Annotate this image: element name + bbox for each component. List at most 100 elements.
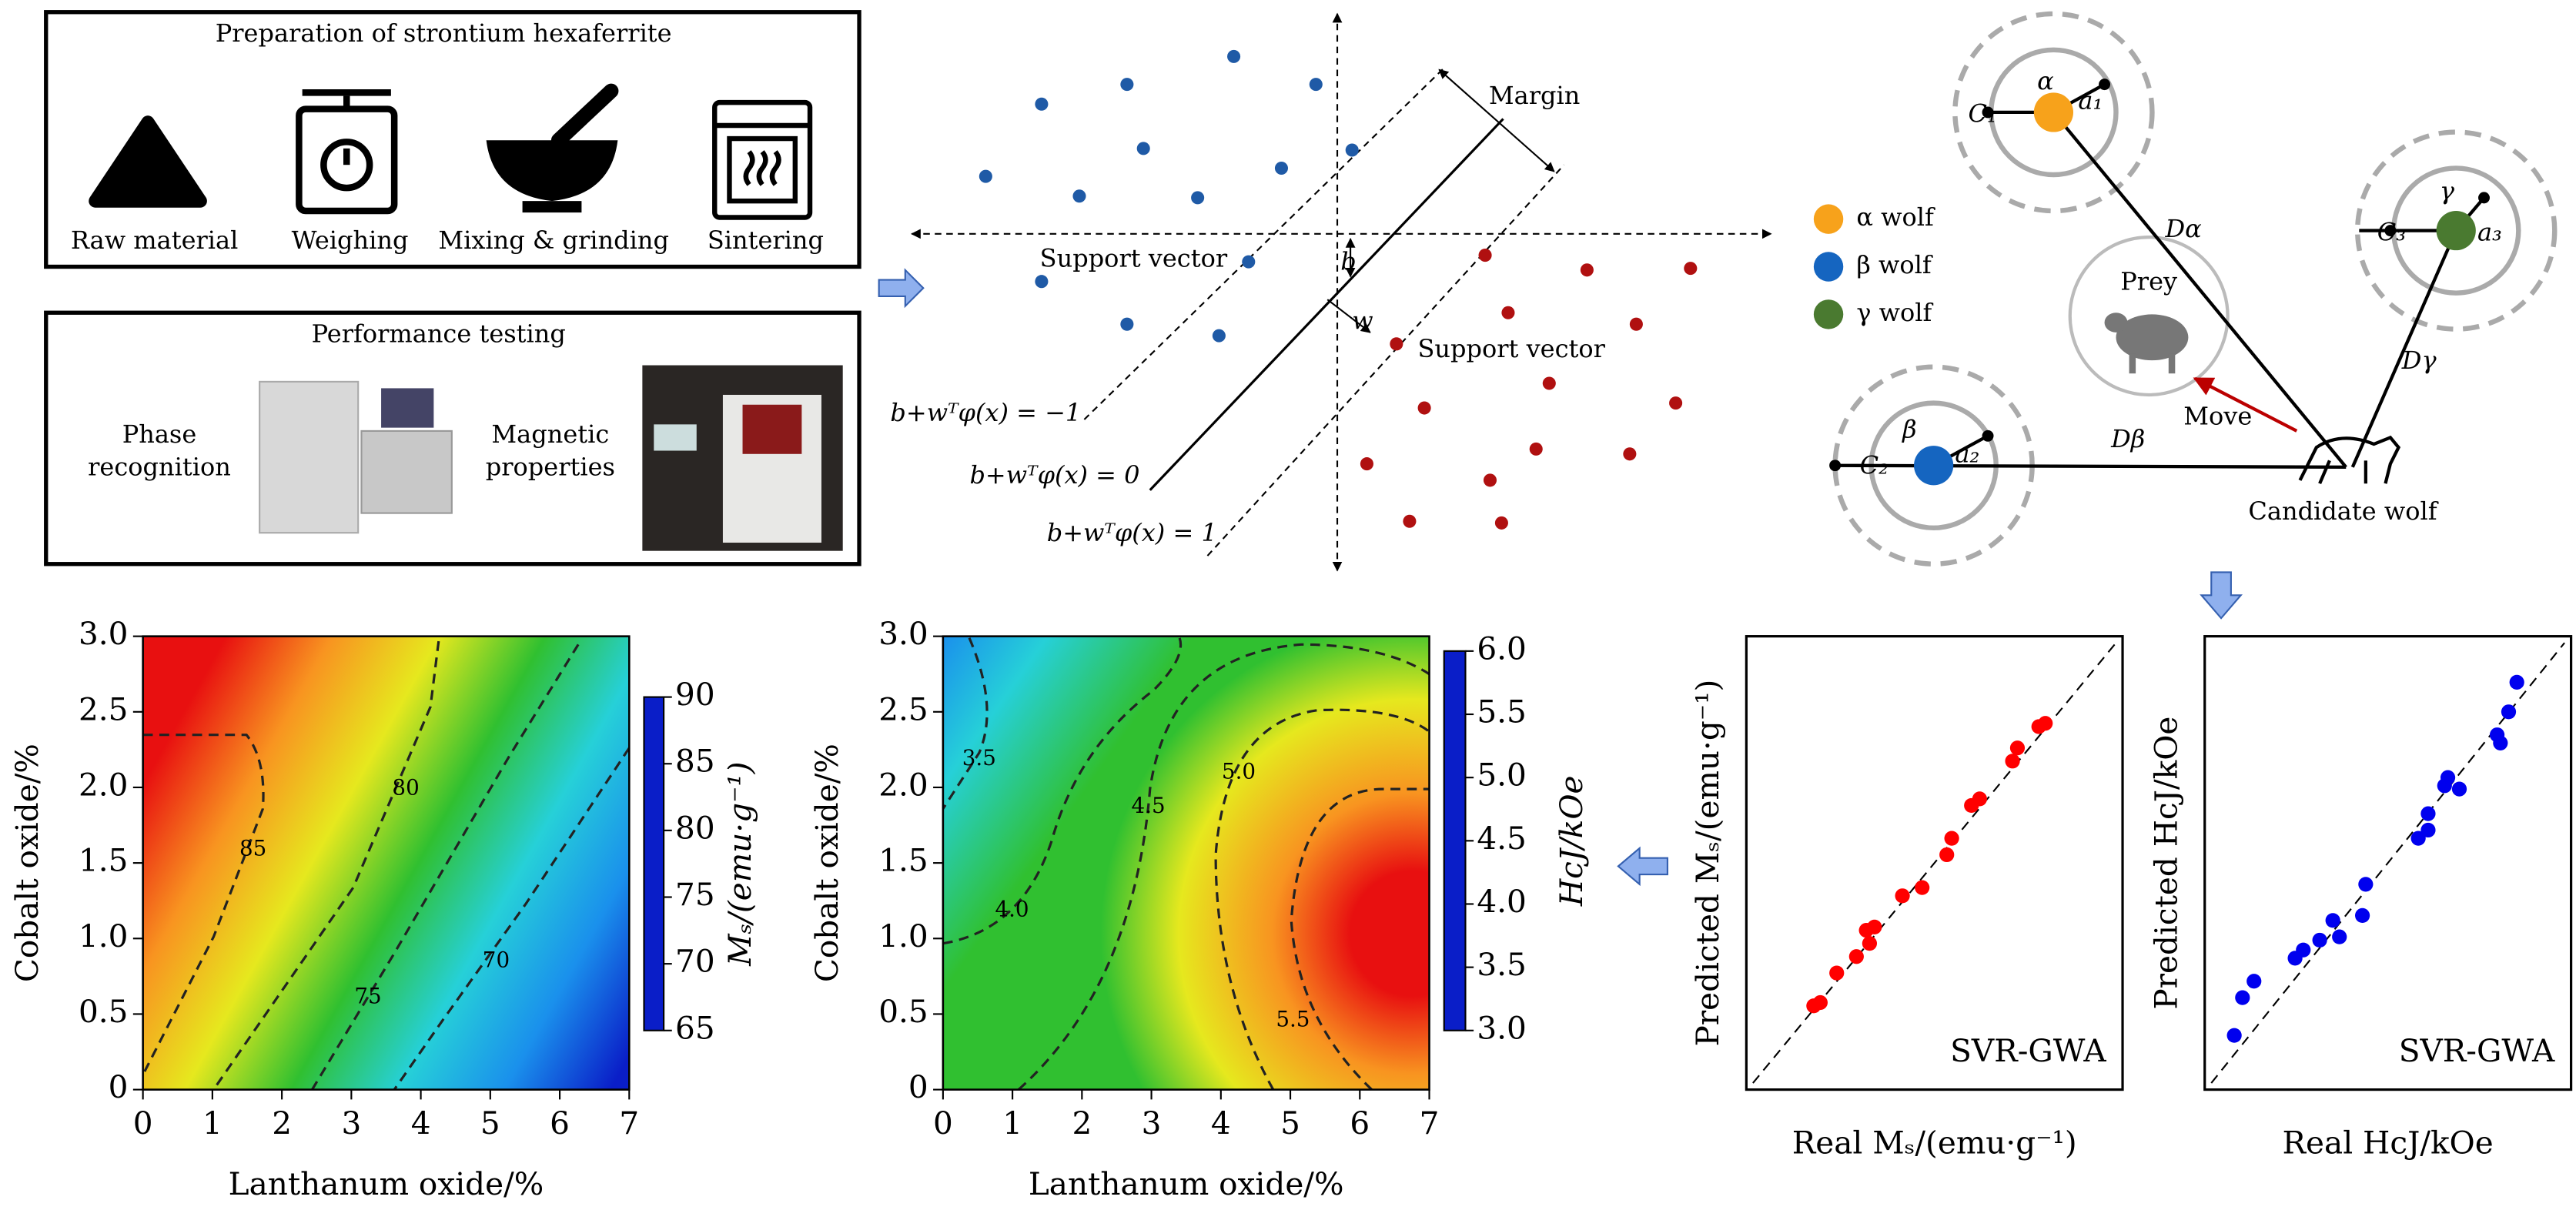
class-b-point — [1417, 401, 1431, 415]
margin-arrow — [1438, 69, 1555, 172]
x-axis-label: Lanthanum oxide/% — [229, 1165, 544, 1202]
y-axis-label: Predicted HcJ/kOe — [2147, 717, 2184, 1010]
oven-icon — [712, 99, 813, 220]
scatter-point — [1895, 888, 1910, 904]
x-tick-label: 0 — [133, 1105, 153, 1141]
x-tick-label: 7 — [619, 1105, 639, 1141]
scatter-point — [2440, 770, 2456, 785]
magnetometer-photo — [642, 365, 843, 551]
item-label: recognition — [88, 452, 231, 481]
scatter-point — [1862, 936, 1878, 951]
contour-line — [212, 640, 440, 1091]
margin-line — [1206, 164, 1565, 557]
wolf-label: C₁ — [1968, 99, 1996, 129]
colorbar-tick-label: 5.5 — [1477, 694, 1526, 730]
wolf-label: C₂ — [1860, 450, 1889, 480]
contour-label: 80 — [392, 775, 419, 801]
y-axis-label: Predicted Mₛ/(emu·g⁻¹) — [1689, 680, 1726, 1047]
x-tick-label: 7 — [1420, 1105, 1440, 1141]
contour-label: 5.5 — [1276, 1006, 1310, 1031]
class-a-point — [1242, 255, 1256, 269]
scatter-point — [1812, 994, 1828, 1011]
colorbar-tick-label: 3.0 — [1477, 1009, 1526, 1046]
x-axis-label: Lanthanum oxide/% — [1029, 1165, 1344, 1202]
contour-line — [942, 637, 989, 810]
step-label: Weighing — [292, 226, 409, 255]
contour-label: 4.5 — [1132, 793, 1166, 818]
prey-label: Prey — [2120, 266, 2177, 296]
class-b-point — [1629, 317, 1643, 331]
y-axis-label: Cobalt oxide/% — [808, 744, 845, 982]
scatter-point — [2509, 674, 2524, 690]
distance-label: Dγ — [2401, 346, 2437, 375]
scatter-point — [1939, 847, 1955, 863]
preparation-panel: Preparation of strontium hexaferrite Raw… — [44, 10, 861, 269]
b-label: b — [1340, 247, 1356, 276]
raw-material-icon — [89, 115, 207, 208]
reference-line — [2210, 642, 2565, 1084]
scale-icon — [296, 89, 398, 215]
scatter-point — [2226, 1028, 2242, 1043]
annotation: SVR-GWA — [1950, 1032, 2106, 1069]
class-b-point — [1390, 337, 1403, 351]
svm-diagram: Margin Support vector Support vector b w… — [890, 12, 1772, 572]
xrd-machine-photo — [259, 380, 453, 534]
contour-line — [942, 637, 1183, 945]
y-tick-label: 2.5 — [878, 690, 928, 727]
legend-label: α wolf — [1856, 202, 1935, 232]
scatter-point — [2296, 942, 2311, 958]
scatter-point — [2332, 929, 2347, 944]
x-tick-label: 2 — [272, 1105, 292, 1141]
class-a-point — [1136, 142, 1150, 155]
class-b-point — [1669, 396, 1683, 410]
colorbar-tick-label: 80 — [675, 809, 715, 846]
colorbar — [1443, 650, 1467, 1031]
contour-label: 3.5 — [962, 745, 996, 770]
sheep-icon — [2104, 313, 2189, 374]
wolf-icon — [2298, 435, 2401, 485]
alpha-wolf — [2033, 92, 2074, 132]
legend-swatch — [1813, 252, 1844, 282]
class-b-point — [1483, 473, 1497, 487]
scatter-point — [2325, 913, 2340, 928]
scatter-point — [2501, 704, 2517, 720]
x-tick-label: 6 — [550, 1105, 570, 1141]
y-tick-label: 1.5 — [878, 842, 928, 879]
heatmap-field — [942, 636, 1430, 1090]
class-b-point — [1542, 376, 1556, 390]
class-a-point — [1035, 275, 1049, 289]
support-vector-label: Support vector — [1040, 243, 1228, 272]
y-tick-label: 0.5 — [79, 993, 128, 1030]
contour-line — [142, 734, 265, 1072]
scatter-point — [2493, 735, 2508, 750]
contour-line — [1290, 787, 1430, 1091]
scatter-point — [2358, 877, 2374, 892]
wolf-symbol: α — [2037, 66, 2054, 95]
panel-title: Preparation of strontium hexaferrite — [216, 18, 672, 48]
class-a-point — [1035, 97, 1049, 111]
distance-label: Dα — [2165, 214, 2202, 243]
legend-label: β wolf — [1856, 250, 1933, 279]
colorbar-tick-label: 3.5 — [1477, 946, 1526, 983]
x-tick-label: 4 — [411, 1105, 431, 1141]
class-b-point — [1623, 447, 1637, 461]
contour-label: 5.0 — [1222, 758, 1256, 784]
class-a-point — [1309, 78, 1323, 92]
legend-label: γ wolf — [1856, 298, 1933, 327]
x-tick-label: 4 — [1211, 1105, 1231, 1141]
panel-title: Performance testing — [312, 319, 566, 349]
y-tick-label: 0 — [908, 1068, 928, 1105]
vector-endpoints — [1829, 79, 2490, 472]
flow-arrow — [1617, 846, 1669, 887]
class-b-point — [1580, 263, 1594, 277]
class-b-point — [1684, 262, 1698, 276]
y-axis-label: Cobalt oxide/% — [8, 744, 45, 982]
contour-line — [1214, 708, 1430, 1091]
x-tick-label: 3 — [341, 1105, 361, 1141]
x-axis-label: Real Mₛ/(emu·g⁻¹) — [1792, 1125, 2077, 1162]
y-tick-label: 2.0 — [79, 766, 128, 803]
distance-label: Dβ — [2110, 424, 2145, 453]
heatmap-field — [142, 636, 630, 1090]
x-tick-label: 1 — [202, 1105, 222, 1141]
